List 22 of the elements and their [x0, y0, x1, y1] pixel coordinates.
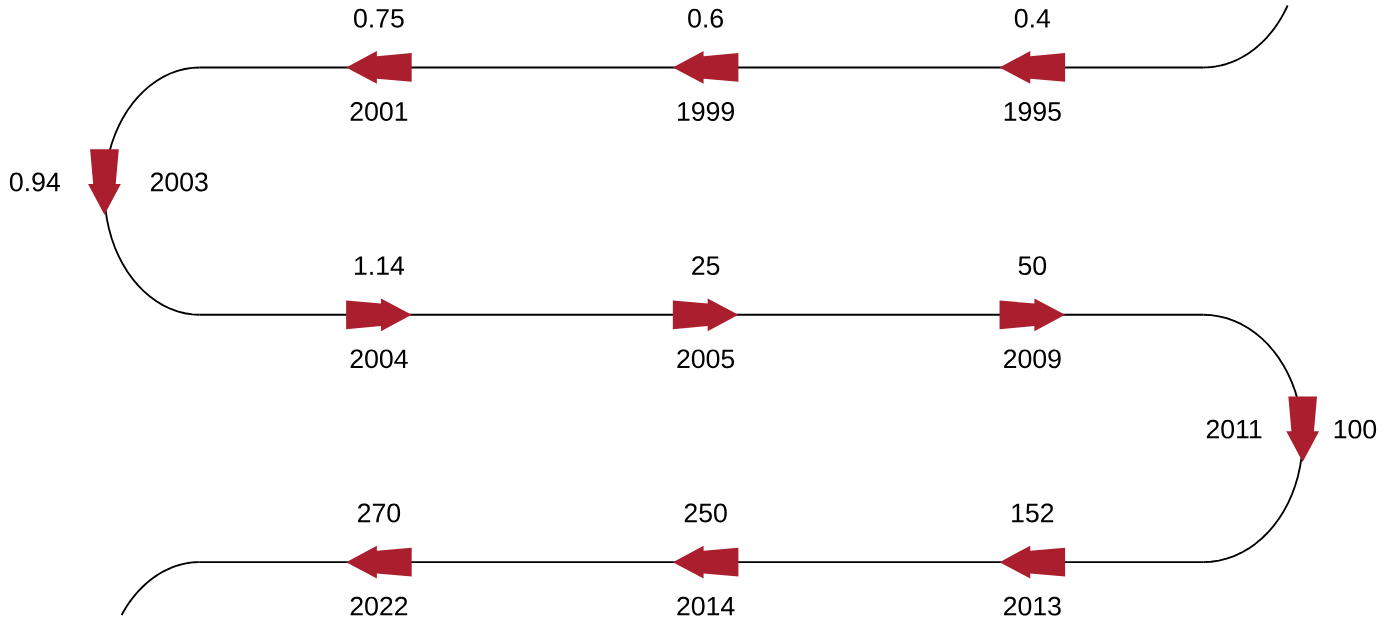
data-label: 1.14	[355, 256, 405, 275]
category-label: 2009	[1004, 349, 1061, 369]
category-label: 2013	[1004, 596, 1061, 616]
category-label: 2014	[677, 596, 735, 616]
data-label: 0.75	[354, 8, 404, 28]
data-label: 25	[692, 255, 720, 275]
category-label: 2001	[350, 101, 408, 121]
category-label: 2003	[150, 172, 208, 192]
data-label: 250	[684, 503, 727, 523]
data-label: 152	[1012, 503, 1054, 523]
data-label: 270	[358, 503, 401, 523]
category-label: 2005	[677, 349, 735, 369]
category-label: 2022	[350, 596, 408, 616]
category-label: 2004	[350, 349, 408, 369]
data-label: 100	[1334, 419, 1377, 439]
data-label: 50	[1018, 255, 1047, 275]
data-label: 0.6	[688, 8, 723, 28]
category-label: 2011	[1206, 419, 1262, 439]
category-label: 1999	[678, 101, 734, 121]
data-label: 0.4	[1014, 8, 1051, 28]
data-label: 0.94	[9, 172, 60, 192]
category-label: 1995	[1004, 101, 1061, 121]
